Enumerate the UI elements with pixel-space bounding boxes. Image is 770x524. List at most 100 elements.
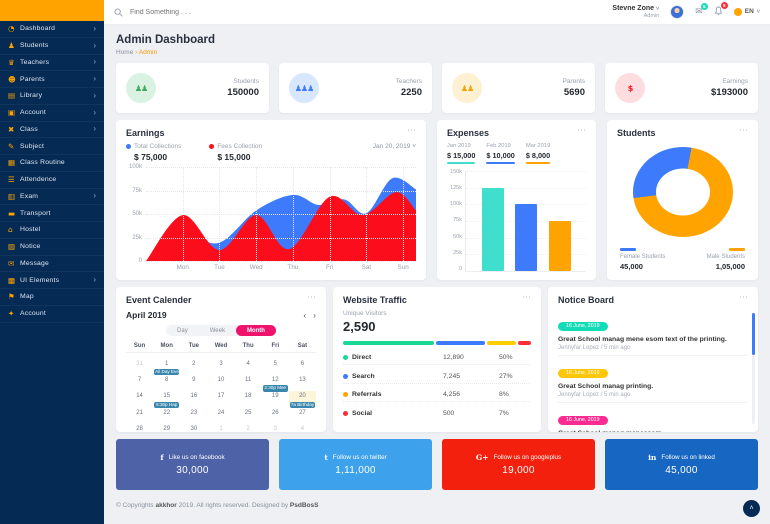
sidebar-item-teachers[interactable]: ♛ Teachers › [0,55,104,72]
calendar-day[interactable]: 1 [207,424,234,432]
calendar-day[interactable]: 16 [180,391,207,407]
expense-bar[interactable] [481,187,504,271]
day-number: 8 [165,376,169,383]
panel-menu-icon[interactable]: ⋯ [577,125,587,135]
sidebar-item-library[interactable]: ▤ Library › [0,88,104,105]
calendar-view-button[interactable]: Day [177,327,188,334]
calendar-day[interactable]: 25 [235,407,262,423]
calendar-day[interactable]: 26 [262,407,289,423]
calendar-event[interactable]: 5:30p Hap [154,401,180,409]
calendar-day[interactable]: 4 [235,358,262,374]
calendar-day[interactable]: 11 [235,374,262,390]
sidebar-item-map[interactable]: ⚑ Map [0,289,104,306]
googleplus-card[interactable]: G+ Follow us on googleplus 19,000 [442,439,595,490]
linkedin-card[interactable]: in Follow us on linked 45,000 [605,439,758,490]
calendar-day[interactable]: 2 [235,424,262,432]
stat-parents[interactable]: ♟♟ Parents 5690 [442,63,595,113]
stat-students[interactable]: ♟♟ Students 150000 [116,63,269,113]
calendar-day[interactable]: 21 [126,407,153,423]
logo[interactable] [0,0,104,21]
calendar-day[interactable]: 29 [153,424,180,432]
notice-item[interactable]: 16 June, 2019 Great School manag printin… [558,356,748,403]
notice-item[interactable]: 16 June, 2019 Great School manag mene es… [558,309,748,356]
calendar-day[interactable]: 7 [126,374,153,390]
panel-menu-icon[interactable]: ⋯ [522,292,532,302]
calendar-day[interactable]: 5 [262,358,289,374]
sidebar-item-notice[interactable]: ▨ Notice [0,239,104,256]
sidebar-item-students[interactable]: ♟ Students › [0,38,104,55]
calendar-day[interactable]: 17 [207,391,234,407]
notice-scrollbar-thumb[interactable] [752,313,755,356]
calendar-next-button[interactable]: › [313,310,316,320]
sidebar-item-ui-elements[interactable]: ▩ UI Elements › [0,272,104,289]
sidebar-item-class[interactable]: ✖ Class › [0,122,104,139]
sidebar-item-exam[interactable]: ▥ Exam › [0,189,104,206]
stat-teachers[interactable]: ♟♟♟ Teachers 2250 [279,63,432,113]
twitter-card[interactable]: t Follow us on twitter 1,11,000 [279,439,432,490]
calendar-day[interactable]: 23 [180,407,207,423]
expense-bar[interactable] [548,221,571,271]
panel-menu-icon[interactable]: ⋯ [739,292,749,302]
sidebar-item-dashboard[interactable]: ◔ Dashboard › [0,21,104,38]
user-menu[interactable]: Stevne Zone ˅ Admin [612,5,659,20]
search-input[interactable] [128,7,328,17]
language-selector[interactable]: EN ˅ [733,7,760,16]
calendar-day[interactable]: 4 [289,424,316,432]
notice-item[interactable]: 16 June, 2019 Great School manag meneeso… [558,403,748,432]
sidebar-item-message[interactable]: ✉ Message [0,256,104,273]
calendar-day[interactable]: 20 7a Birthday [288,390,316,409]
calendar-day[interactable]: 18 [235,391,262,407]
calendar-day[interactable]: 13 [289,374,316,390]
facebook-card[interactable]: f Like us on facebook 30,000 [116,439,269,490]
calendar-day[interactable]: 6 [289,358,316,374]
panel-menu-icon[interactable]: ⋯ [739,125,749,135]
calendar-day[interactable]: 2 [180,358,207,374]
calendar-day[interactable]: 31 [126,358,153,374]
menu-item-label: Class [20,125,38,133]
calendar-day[interactable]: 28 [126,424,153,432]
calendar-day[interactable]: 30 [180,424,207,432]
sidebar-item-account[interactable]: ▣ Account › [0,105,104,122]
sidebar-item-parents[interactable]: ☻ Parents › [0,71,104,88]
calendar-event[interactable]: All Day Eve [154,368,180,376]
earnings-date-filter[interactable]: Jan 20, 2019 ˅ [372,143,416,150]
weekday-label: Mon [153,341,181,353]
calendar-day[interactable]: 1 All Day Eve [153,358,180,376]
avatar[interactable] [670,4,685,19]
expense-bar[interactable] [515,204,537,271]
breadcrumb-home[interactable]: Home [116,49,134,56]
calendar-view-button[interactable]: Month [235,325,276,336]
stat-earnings[interactable]: $ Earnings $193000 [605,63,758,113]
calendar-day[interactable]: 14 [126,391,153,407]
scroll-top-button[interactable]: ˄ [743,500,760,517]
calendar-prev-button[interactable]: ‹ [303,310,307,320]
calendar-day[interactable]: 3 [262,424,289,432]
calendar-day[interactable]: 9 [180,374,207,390]
social-count: 30,000 [176,464,209,476]
panel-menu-icon[interactable]: ⋯ [407,125,417,135]
calendar-event[interactable]: 2:30p Mee [262,385,288,392]
sidebar-item-attendence[interactable]: ☰ Attendence [0,172,104,189]
calendar-day[interactable]: 8 [153,374,180,390]
calendar-weekday-header: Sun Mon Tue Wed Thu Fri Sat [126,341,316,353]
mail-button[interactable]: ✉ 5 [695,3,708,16]
calendar-day[interactable]: 15 5:30p Hap [153,391,180,409]
sidebar-item-account-2[interactable]: ✦ Account [0,306,104,323]
calendar-day[interactable]: 27 [289,407,316,423]
sidebar-item-hostel[interactable]: ⌂ Hostel [0,222,104,239]
calendar-day[interactable]: 24 [207,407,234,423]
panel-menu-icon[interactable]: ⋯ [307,292,317,302]
calendar-day[interactable]: 22 [153,407,180,423]
calendar-day[interactable]: 3 [207,358,234,374]
sidebar-item-transport[interactable]: ▬ Transport [0,205,104,222]
sidebar-item-class-routine[interactable]: ▦ Class Routine [0,155,104,172]
sidebar-item-subject[interactable]: ✎ Subject [0,138,104,155]
calendar-view-button[interactable]: Week [209,327,225,334]
calendar-event[interactable]: 7a Birthday [289,401,315,409]
calendar-day[interactable]: 10 [207,374,234,390]
day-number: 13 [299,376,306,383]
calendar-day[interactable]: 12 2:30p Mee [262,374,289,392]
calendar-day[interactable]: 19 [262,391,289,407]
notifications-button[interactable]: 8 [714,1,728,18]
